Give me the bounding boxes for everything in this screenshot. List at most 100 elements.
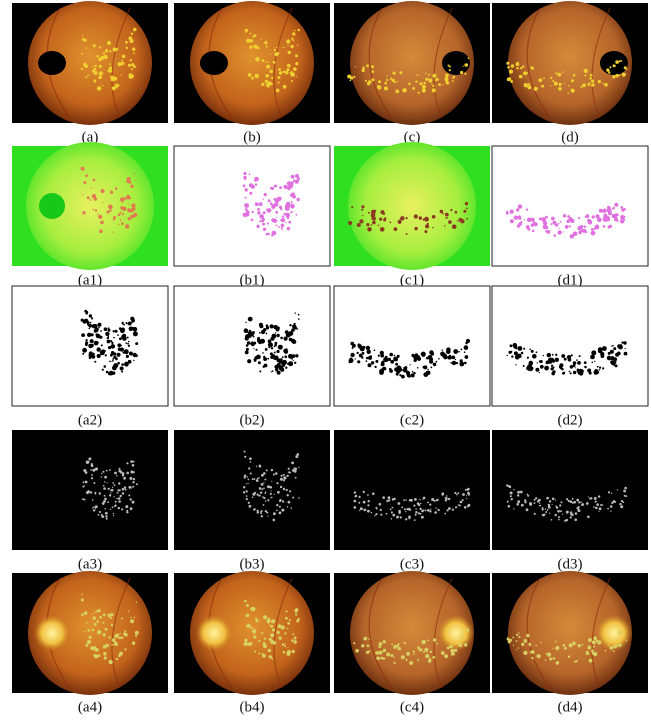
lesion-speck <box>122 322 124 324</box>
lesion-speck <box>520 67 522 69</box>
lesion-speck <box>615 60 619 64</box>
lesion-speck <box>445 74 449 78</box>
lesion-speck <box>540 642 541 643</box>
lesion-speck <box>87 640 91 644</box>
lesion-speck <box>284 632 286 634</box>
lesion-speck <box>564 520 566 522</box>
lesion-speck <box>133 327 138 332</box>
lesion-speck <box>132 48 135 51</box>
lesion-speck <box>520 221 522 223</box>
lesion-speck <box>557 73 561 77</box>
lesion-speck <box>118 497 121 500</box>
lesion-speck <box>423 219 425 221</box>
lesion-speck <box>534 502 536 504</box>
lesion-speck <box>247 334 250 337</box>
lesion-speck <box>449 69 451 71</box>
panel-label: (c3) <box>400 556 424 572</box>
lesion-speck <box>419 82 422 85</box>
lesion-speck <box>82 35 83 36</box>
lesion-speck <box>133 360 134 361</box>
lesion-speck <box>609 646 613 650</box>
lesion-speck <box>274 494 275 495</box>
lesion-speck <box>569 217 573 221</box>
lesion-speck <box>558 519 560 521</box>
lesion-speck <box>414 214 418 218</box>
lesion-speck <box>133 478 135 480</box>
lesion-speck <box>265 358 267 360</box>
lesion-speck <box>81 598 84 601</box>
lesion-speck <box>588 638 592 642</box>
lesion-speck <box>366 651 369 654</box>
lesion-speck <box>267 85 270 88</box>
lesion-speck <box>256 355 261 360</box>
lesion-speck <box>278 82 280 84</box>
lesion-speck <box>513 489 514 490</box>
lesion-speck <box>298 467 299 468</box>
lesion-speck <box>391 518 393 520</box>
lesion-speck <box>126 323 127 324</box>
lesion-speck <box>263 211 266 214</box>
masked-disc <box>200 51 228 75</box>
lesion-speck <box>275 198 279 202</box>
lesion-speck <box>526 634 529 637</box>
lesion-speck <box>357 352 359 354</box>
lesion-speck <box>83 481 85 483</box>
lesion-speck <box>449 645 453 649</box>
lesion-speck <box>283 47 285 49</box>
lesion-speck <box>425 224 429 228</box>
lesion-speck <box>94 361 96 363</box>
lesion-speck <box>609 207 611 209</box>
lesion-speck <box>448 498 450 500</box>
lesion-speck <box>532 230 535 233</box>
lesion-speck <box>418 512 420 514</box>
masked-disc <box>442 51 470 75</box>
lesion-speck <box>527 364 532 369</box>
lesion-speck <box>259 214 264 219</box>
lesion-speck <box>259 653 261 655</box>
lesion-speck <box>613 65 616 68</box>
lesion-speck <box>368 505 369 506</box>
lesion-speck <box>518 204 522 208</box>
lesion-speck <box>432 656 435 659</box>
lesion-speck <box>122 336 127 341</box>
lesion-speck <box>545 216 548 219</box>
lesion-speck <box>113 77 117 81</box>
lesion-speck <box>129 181 132 184</box>
lesion-speck <box>132 501 135 504</box>
lesion-speck <box>506 212 509 215</box>
lesion-speck <box>352 347 354 349</box>
lesion-speck <box>392 79 395 82</box>
masked-disc <box>600 51 628 75</box>
lesion-speck <box>380 509 382 511</box>
lesion-speck <box>82 38 85 41</box>
lesion-speck <box>442 84 443 85</box>
lesion-speck <box>453 349 458 354</box>
lesion-speck <box>115 501 117 503</box>
lesion-speck <box>388 358 391 361</box>
lesion-speck <box>421 510 424 513</box>
lesion-speck <box>366 360 368 362</box>
lesion-speck <box>366 346 370 350</box>
lesion-speck <box>584 366 587 369</box>
lesion-speck <box>278 68 281 71</box>
lesion-speck <box>103 652 107 656</box>
lesion-speck <box>89 636 92 639</box>
lesion-speck <box>273 512 276 515</box>
lesion-speck <box>462 499 464 501</box>
lesion-speck <box>404 508 406 510</box>
lesion-speck <box>598 347 603 352</box>
lesion-speck <box>291 462 294 465</box>
lesion-speck <box>132 464 135 467</box>
lesion-speck <box>578 217 580 219</box>
lesion-speck <box>428 355 433 360</box>
lesion-speck <box>457 220 459 222</box>
lesion-speck <box>351 206 353 208</box>
lesion-speck <box>612 345 613 346</box>
lesion-speck <box>100 189 104 193</box>
lesion-speck <box>83 181 86 184</box>
lesion-speck <box>129 486 132 489</box>
lesion-speck <box>452 224 457 229</box>
lesion-speck <box>564 83 565 84</box>
lesion-speck <box>81 333 85 337</box>
lesion-speck <box>247 359 251 363</box>
